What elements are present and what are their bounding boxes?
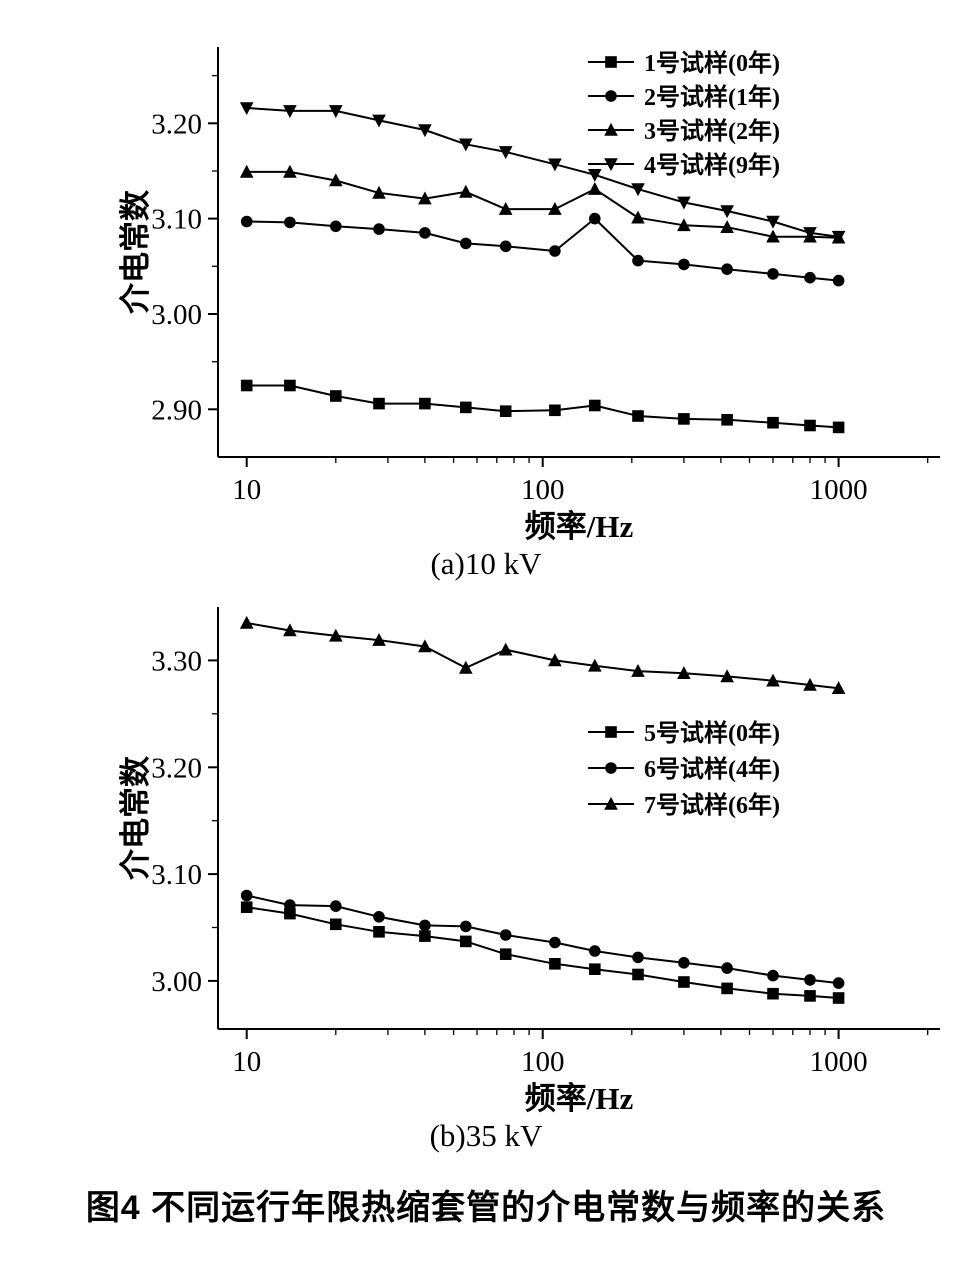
svg-text:3.00: 3.00 (151, 966, 202, 998)
svg-text:10: 10 (232, 1046, 261, 1078)
svg-text:4号试样(9年): 4号试样(9年) (644, 151, 780, 179)
svg-text:10: 10 (232, 474, 261, 506)
svg-text:3.00: 3.00 (151, 299, 202, 331)
svg-text:1号试样(0年): 1号试样(0年) (644, 49, 780, 77)
svg-text:2.90: 2.90 (151, 394, 202, 426)
svg-text:2号试样(1年): 2号试样(1年) (644, 83, 780, 111)
svg-text:频率/Hz: 频率/Hz (525, 1081, 634, 1114)
svg-text:频率/Hz: 频率/Hz (525, 509, 634, 542)
svg-text:3.10: 3.10 (151, 859, 202, 891)
svg-text:3.30: 3.30 (151, 645, 202, 677)
svg-text:1000: 1000 (810, 474, 868, 506)
svg-text:7号试样(6年): 7号试样(6年) (644, 791, 780, 819)
chart-b-35kv: 3.00 3.10 3.20 3.30 10 100 1000 频率/Hz 介电常数 5号试样(0… (118, 607, 940, 1114)
svg-text:3.20: 3.20 (151, 108, 202, 140)
figure-caption: 图4 不同运行年限热缩套管的介电常数与频率的关系 (85, 1189, 887, 1227)
subcaption-a: (a)10 kV (430, 546, 542, 581)
svg-text:3.20: 3.20 (151, 752, 202, 784)
svg-text:3号试样(2年): 3号试样(2年) (644, 117, 780, 145)
chart-a-10kv: 2.90 3.00 3.10 3.20 10 100 1000 频率/Hz 介电常数 1号试样(0… (118, 47, 940, 542)
svg-text:1000: 1000 (810, 1046, 868, 1078)
svg-text:3.10: 3.10 (151, 204, 202, 236)
svg-text:6号试样(4年): 6号试样(4年) (644, 755, 780, 783)
subcaption-b: (b)35 kV (429, 1118, 543, 1153)
svg-text:介电常数: 介电常数 (118, 756, 153, 881)
svg-text:100: 100 (521, 474, 565, 506)
figure-4: 2.90 3.00 3.10 3.20 10 100 1000 频率/Hz 介电常数 1号试样(0… (85, 47, 940, 1227)
svg-text:介电常数: 介电常数 (118, 190, 153, 315)
svg-text:100: 100 (521, 1046, 565, 1078)
svg-text:5号试样(0年): 5号试样(0年) (644, 719, 780, 747)
